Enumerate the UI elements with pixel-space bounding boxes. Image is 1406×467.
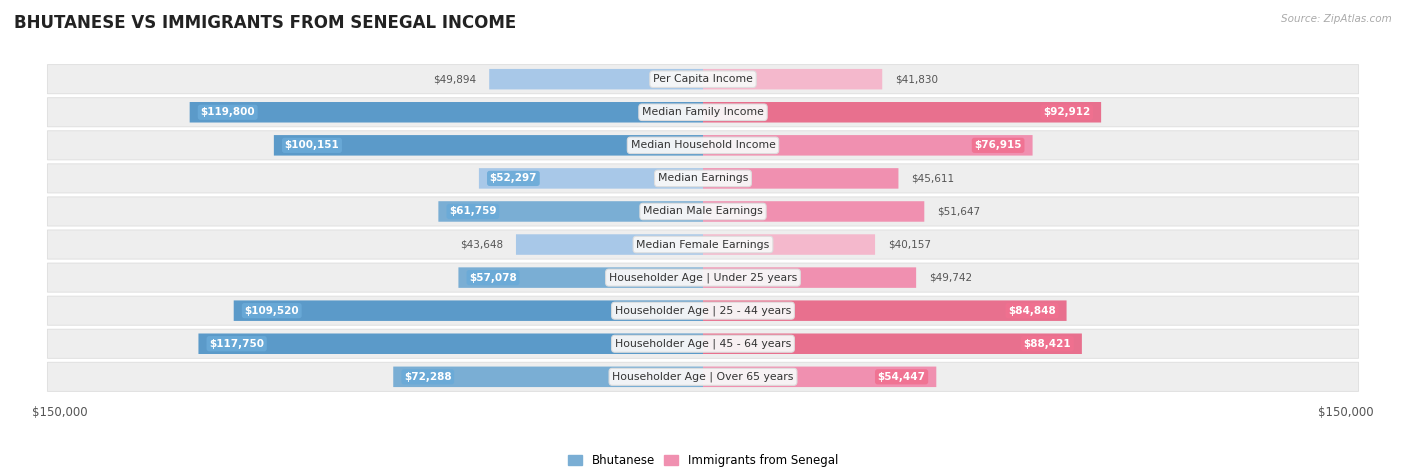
- Text: Householder Age | 25 - 44 years: Householder Age | 25 - 44 years: [614, 305, 792, 316]
- Text: $109,520: $109,520: [245, 306, 299, 316]
- Text: $84,848: $84,848: [1008, 306, 1056, 316]
- Text: Per Capita Income: Per Capita Income: [652, 74, 754, 84]
- FancyBboxPatch shape: [48, 197, 1358, 226]
- FancyBboxPatch shape: [48, 98, 1358, 127]
- FancyBboxPatch shape: [516, 234, 703, 255]
- FancyBboxPatch shape: [479, 168, 703, 189]
- FancyBboxPatch shape: [703, 135, 1032, 156]
- Text: $51,647: $51,647: [938, 206, 980, 217]
- Text: $119,800: $119,800: [201, 107, 254, 117]
- Text: $72,288: $72,288: [404, 372, 451, 382]
- Text: $117,750: $117,750: [209, 339, 264, 349]
- FancyBboxPatch shape: [48, 131, 1358, 160]
- Text: Median Female Earnings: Median Female Earnings: [637, 240, 769, 249]
- FancyBboxPatch shape: [489, 69, 703, 90]
- Text: $100,151: $100,151: [284, 140, 339, 150]
- FancyBboxPatch shape: [703, 333, 1081, 354]
- Text: $40,157: $40,157: [889, 240, 931, 249]
- FancyBboxPatch shape: [274, 135, 703, 156]
- FancyBboxPatch shape: [394, 367, 703, 387]
- FancyBboxPatch shape: [48, 164, 1358, 193]
- Text: Source: ZipAtlas.com: Source: ZipAtlas.com: [1281, 14, 1392, 24]
- Text: Householder Age | Under 25 years: Householder Age | Under 25 years: [609, 272, 797, 283]
- Text: $49,742: $49,742: [929, 273, 972, 283]
- Text: Median Household Income: Median Household Income: [630, 140, 776, 150]
- Text: $49,894: $49,894: [433, 74, 477, 84]
- FancyBboxPatch shape: [703, 168, 898, 189]
- FancyBboxPatch shape: [198, 333, 703, 354]
- Text: $45,611: $45,611: [911, 173, 955, 184]
- Text: Median Earnings: Median Earnings: [658, 173, 748, 184]
- FancyBboxPatch shape: [48, 64, 1358, 94]
- FancyBboxPatch shape: [703, 267, 917, 288]
- Text: $76,915: $76,915: [974, 140, 1022, 150]
- FancyBboxPatch shape: [458, 267, 703, 288]
- FancyBboxPatch shape: [703, 69, 882, 90]
- Text: BHUTANESE VS IMMIGRANTS FROM SENEGAL INCOME: BHUTANESE VS IMMIGRANTS FROM SENEGAL INC…: [14, 14, 516, 32]
- Text: Householder Age | Over 65 years: Householder Age | Over 65 years: [612, 372, 794, 382]
- FancyBboxPatch shape: [48, 230, 1358, 259]
- Text: Median Family Income: Median Family Income: [643, 107, 763, 117]
- Text: $88,421: $88,421: [1024, 339, 1071, 349]
- Text: Median Male Earnings: Median Male Earnings: [643, 206, 763, 217]
- FancyBboxPatch shape: [190, 102, 703, 122]
- Text: Householder Age | 45 - 64 years: Householder Age | 45 - 64 years: [614, 339, 792, 349]
- Text: $61,759: $61,759: [449, 206, 496, 217]
- FancyBboxPatch shape: [48, 263, 1358, 292]
- Text: $43,648: $43,648: [460, 240, 503, 249]
- FancyBboxPatch shape: [48, 362, 1358, 391]
- Text: $52,297: $52,297: [489, 173, 537, 184]
- FancyBboxPatch shape: [48, 296, 1358, 325]
- Text: $57,078: $57,078: [470, 273, 517, 283]
- FancyBboxPatch shape: [703, 234, 875, 255]
- FancyBboxPatch shape: [703, 102, 1101, 122]
- Text: $41,830: $41,830: [896, 74, 938, 84]
- FancyBboxPatch shape: [703, 367, 936, 387]
- FancyBboxPatch shape: [439, 201, 703, 222]
- Text: $92,912: $92,912: [1043, 107, 1091, 117]
- Text: $54,447: $54,447: [877, 372, 925, 382]
- FancyBboxPatch shape: [233, 300, 703, 321]
- FancyBboxPatch shape: [703, 300, 1067, 321]
- Legend: Bhutanese, Immigrants from Senegal: Bhutanese, Immigrants from Senegal: [564, 449, 842, 467]
- FancyBboxPatch shape: [48, 329, 1358, 358]
- FancyBboxPatch shape: [703, 201, 924, 222]
